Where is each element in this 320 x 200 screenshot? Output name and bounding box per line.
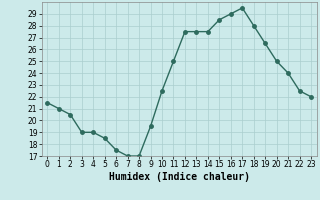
X-axis label: Humidex (Indice chaleur): Humidex (Indice chaleur) — [109, 172, 250, 182]
